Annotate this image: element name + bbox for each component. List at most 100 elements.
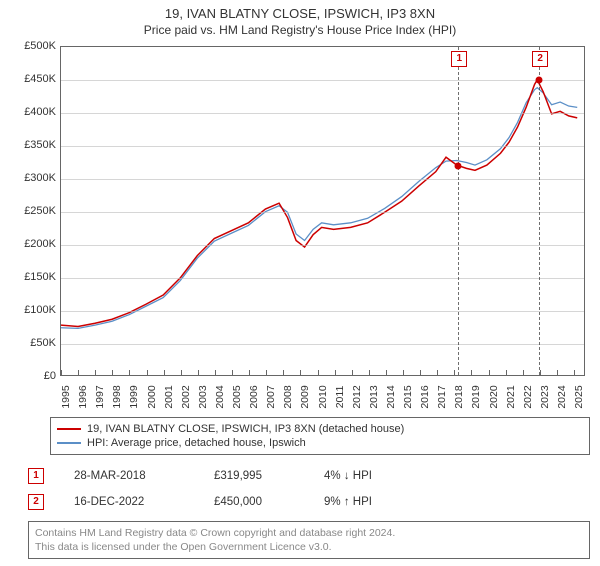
sales-table: 128-MAR-2018£319,9954% ↓ HPI216-DEC-2022… [28, 463, 590, 515]
x-tick-label: 2015 [402, 385, 414, 408]
x-tick-mark [249, 370, 250, 376]
sale-price: £450,000 [214, 496, 294, 508]
x-tick-label: 2009 [299, 385, 311, 408]
y-tick-label: £100K [10, 304, 56, 316]
x-tick-label: 1999 [128, 385, 140, 408]
x-tick-label: 2003 [197, 385, 209, 408]
x-tick-label: 2024 [556, 385, 568, 408]
legend: 19, IVAN BLATNY CLOSE, IPSWICH, IP3 8XN … [50, 417, 590, 455]
y-gridline [61, 245, 584, 246]
x-tick-mark [300, 370, 301, 376]
legend-item: HPI: Average price, detached house, Ipsw… [57, 436, 583, 450]
y-tick-label: £300K [10, 172, 56, 184]
x-tick-label: 2019 [470, 385, 482, 408]
sale-marker-box: 2 [532, 51, 548, 67]
x-tick-mark [266, 370, 267, 376]
x-tick-label: 2007 [265, 385, 277, 408]
legend-swatch [57, 428, 81, 430]
x-tick-mark [506, 370, 507, 376]
x-tick-mark [471, 370, 472, 376]
y-tick-label: £250K [10, 205, 56, 217]
page-title: 19, IVAN BLATNY CLOSE, IPSWICH, IP3 8XN [0, 6, 600, 21]
x-tick-mark [523, 370, 524, 376]
x-tick-label: 2025 [573, 385, 585, 408]
series-hpi [61, 88, 577, 329]
x-tick-mark [147, 370, 148, 376]
x-tick-mark [352, 370, 353, 376]
sale-price: £319,995 [214, 470, 294, 482]
x-tick-mark [283, 370, 284, 376]
credits-line-2: This data is licensed under the Open Gov… [35, 540, 583, 554]
y-gridline [61, 212, 584, 213]
x-tick-label: 2018 [453, 385, 465, 408]
y-gridline [61, 179, 584, 180]
sale-row: 216-DEC-2022£450,0009% ↑ HPI [28, 489, 590, 515]
legend-label: 19, IVAN BLATNY CLOSE, IPSWICH, IP3 8XN … [87, 423, 404, 435]
x-tick-label: 2000 [146, 385, 158, 408]
y-gridline [61, 344, 584, 345]
x-tick-mark [198, 370, 199, 376]
plot-area: 12 [60, 46, 585, 376]
x-tick-label: 2011 [334, 386, 346, 409]
x-tick-label: 2002 [180, 385, 192, 408]
x-tick-mark [437, 370, 438, 376]
x-tick-label: 2013 [368, 385, 380, 408]
sale-row-marker: 1 [28, 468, 44, 484]
x-tick-mark [112, 370, 113, 376]
sale-delta: 9% ↑ HPI [324, 496, 372, 508]
x-tick-mark [164, 370, 165, 376]
y-gridline [61, 311, 584, 312]
x-tick-label: 2016 [419, 385, 431, 408]
x-tick-mark [61, 370, 62, 376]
x-tick-mark [95, 370, 96, 376]
x-tick-label: 2017 [436, 385, 448, 408]
y-tick-label: £450K [10, 73, 56, 85]
sale-dot [536, 77, 543, 84]
sale-vertical-line [539, 47, 540, 375]
credits: Contains HM Land Registry data © Crown c… [28, 521, 590, 559]
x-tick-label: 2006 [248, 385, 260, 408]
x-tick-label: 2020 [488, 385, 500, 408]
x-tick-label: 1995 [60, 385, 72, 408]
y-tick-label: £400K [10, 106, 56, 118]
y-tick-label: £200K [10, 238, 56, 250]
x-tick-label: 1997 [94, 385, 106, 408]
x-tick-mark [557, 370, 558, 376]
y-tick-label: £50K [10, 337, 56, 349]
x-tick-mark [181, 370, 182, 376]
x-tick-label: 2010 [317, 385, 329, 408]
x-tick-label: 2021 [505, 385, 517, 408]
x-tick-label: 1998 [111, 385, 123, 408]
x-tick-mark [215, 370, 216, 376]
page-subtitle: Price paid vs. HM Land Registry's House … [0, 23, 600, 37]
x-tick-label: 2014 [385, 385, 397, 408]
x-tick-label: 1996 [77, 385, 89, 408]
x-tick-mark [129, 370, 130, 376]
x-tick-label: 2012 [351, 385, 363, 408]
y-tick-label: £150K [10, 271, 56, 283]
x-tick-mark [489, 370, 490, 376]
x-tick-mark [318, 370, 319, 376]
x-tick-label: 2005 [231, 385, 243, 408]
chart: 12 £0£50K£100K£150K£200K£250K£300K£350K£… [10, 41, 590, 411]
x-tick-mark [232, 370, 233, 376]
y-tick-label: £0 [10, 370, 56, 382]
sale-dot [455, 162, 462, 169]
legend-label: HPI: Average price, detached house, Ipsw… [87, 437, 306, 449]
sale-row-marker: 2 [28, 494, 44, 510]
sale-marker-box: 1 [451, 51, 467, 67]
x-tick-mark [386, 370, 387, 376]
y-tick-label: £500K [10, 40, 56, 52]
x-tick-label: 2001 [163, 385, 175, 408]
x-tick-mark [420, 370, 421, 376]
x-tick-label: 2004 [214, 385, 226, 408]
x-tick-mark [369, 370, 370, 376]
x-tick-label: 2008 [282, 385, 294, 408]
x-tick-mark [78, 370, 79, 376]
sale-date: 28-MAR-2018 [74, 470, 184, 482]
sale-vertical-line [458, 47, 459, 375]
y-gridline [61, 80, 584, 81]
y-gridline [61, 278, 584, 279]
y-tick-label: £350K [10, 139, 56, 151]
legend-swatch [57, 442, 81, 444]
